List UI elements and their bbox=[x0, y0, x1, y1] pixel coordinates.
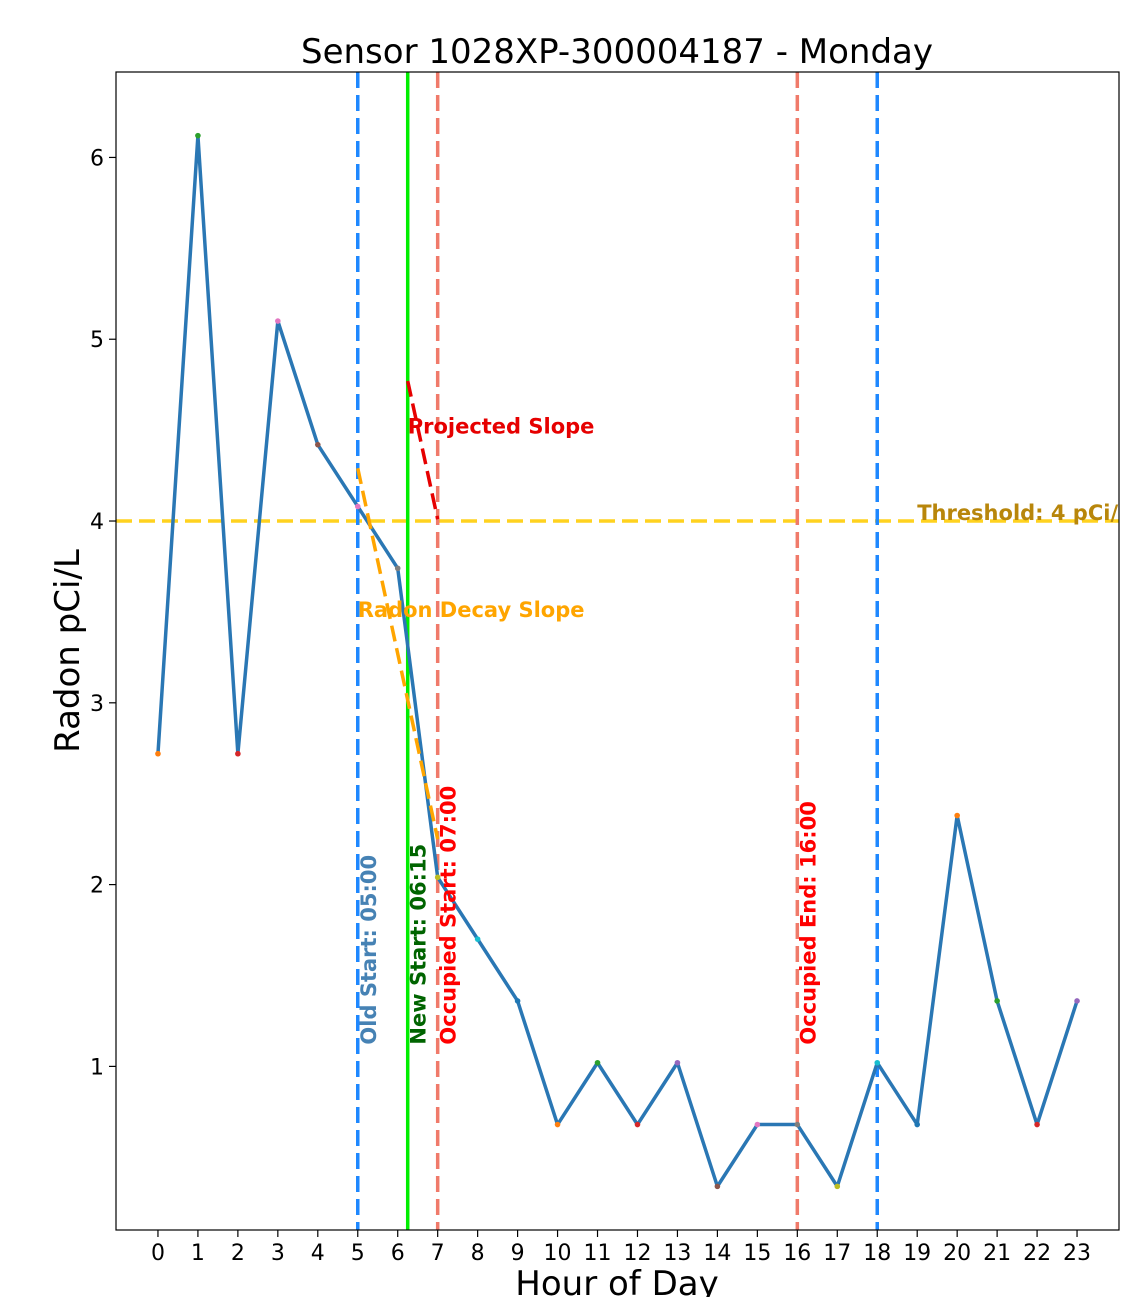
data-point bbox=[1034, 1121, 1040, 1128]
series-line bbox=[156, 133, 1079, 1189]
data-point bbox=[474, 936, 481, 942]
data-point bbox=[714, 1183, 721, 1190]
x-tick-label: 7 bbox=[431, 1241, 445, 1266]
y-tick-label: 5 bbox=[90, 328, 104, 353]
chart-title: Sensor 1028XP-300004187 - Monday bbox=[301, 32, 933, 72]
x-tick-label: 0 bbox=[151, 1241, 165, 1266]
data-point bbox=[914, 1121, 921, 1128]
x-tick-label: 8 bbox=[471, 1241, 485, 1266]
x-tick-label: 4 bbox=[311, 1241, 325, 1266]
data-point bbox=[394, 565, 401, 572]
x-tick-label: 19 bbox=[903, 1241, 931, 1266]
data-point bbox=[794, 1121, 801, 1128]
data-point bbox=[354, 503, 361, 510]
y-tick-label: 4 bbox=[90, 510, 104, 535]
data-point bbox=[514, 998, 521, 1004]
data-point bbox=[314, 441, 321, 448]
data-point bbox=[834, 1183, 841, 1190]
data-point bbox=[1074, 998, 1080, 1004]
data-point bbox=[235, 750, 241, 757]
vertical-line-label: Occupied End: 16:00 bbox=[796, 801, 820, 1044]
slope-line bbox=[405, 380, 440, 520]
data-point bbox=[554, 1121, 561, 1128]
x-tick-label: 14 bbox=[703, 1241, 731, 1266]
x-tick-label: 11 bbox=[584, 1241, 612, 1266]
data-point bbox=[994, 998, 1000, 1004]
y-tick-label: 3 bbox=[90, 692, 104, 717]
slope-line bbox=[356, 467, 440, 840]
data-point bbox=[594, 1059, 601, 1066]
data-point bbox=[634, 1121, 641, 1128]
y-tick-label: 6 bbox=[90, 146, 104, 171]
x-tick-label: 6 bbox=[391, 1241, 405, 1266]
data-point bbox=[954, 812, 960, 819]
x-tick-label: 16 bbox=[783, 1241, 811, 1266]
slope-label: Radon Decay Slope bbox=[358, 598, 585, 622]
x-tick-label: 1 bbox=[191, 1241, 205, 1266]
x-tick-label: 10 bbox=[544, 1241, 572, 1266]
x-tick-label: 23 bbox=[1063, 1241, 1091, 1266]
data-point bbox=[674, 1059, 681, 1066]
x-tick-label: 2 bbox=[231, 1241, 245, 1266]
x-tick-label: 17 bbox=[823, 1241, 851, 1266]
data-point bbox=[754, 1121, 761, 1128]
vertical-line-label: New Start: 06:15 bbox=[407, 844, 431, 1045]
data-point bbox=[874, 1059, 881, 1066]
vertical-line-label: Old Start: 05:00 bbox=[357, 855, 381, 1045]
x-tick-label: 13 bbox=[663, 1241, 691, 1266]
axes-frame bbox=[115, 71, 1120, 1231]
data-point bbox=[275, 318, 281, 324]
data-point bbox=[195, 132, 201, 139]
x-tick-label: 5 bbox=[351, 1241, 365, 1266]
x-tick-label: 20 bbox=[943, 1241, 971, 1266]
vertical-line-label: Occupied Start: 07:00 bbox=[437, 786, 461, 1045]
x-tick-label: 18 bbox=[863, 1241, 891, 1266]
x-axis-label: Hour of Day bbox=[515, 1264, 718, 1297]
x-tick-label: 9 bbox=[511, 1241, 525, 1266]
x-tick-label: 22 bbox=[1023, 1241, 1051, 1266]
slope-label: Projected Slope bbox=[408, 414, 595, 438]
x-tick-label: 15 bbox=[743, 1241, 771, 1266]
x-tick-label: 21 bbox=[983, 1241, 1011, 1266]
threshold-label: Threshold: 4 pCi/L bbox=[917, 501, 1129, 525]
data-point bbox=[155, 750, 161, 757]
y-tick-label: 1 bbox=[90, 1055, 104, 1080]
y-tick-label: 2 bbox=[90, 874, 104, 899]
x-tick-label: 3 bbox=[271, 1241, 285, 1266]
ticks: 0 1 2 3 4 5 6 7 8 9 10 11 12 13 14 15 16 17 18 19 20 21 22 2312… bbox=[90, 146, 1091, 1266]
data-point bbox=[434, 874, 441, 881]
y-axis-label: Radon pCi/L bbox=[48, 549, 88, 753]
plot-area: Threshold: 4 pCi/L Radon Decay Slope Proje… bbox=[116, 72, 1129, 1230]
x-tick-label: 12 bbox=[623, 1241, 651, 1266]
